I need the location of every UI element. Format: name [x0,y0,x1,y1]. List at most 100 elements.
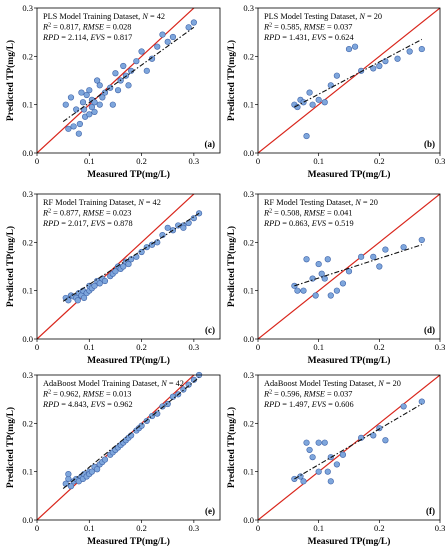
y-tick-label: 0.2 [243,418,254,428]
data-point [306,89,313,96]
x-tick-label: 0 [35,342,39,352]
plot-frame [36,374,221,521]
data-point [138,48,145,55]
data-point [376,62,383,70]
data-point [80,294,88,302]
annotation-line: PLS Model Training Dataset, N = 42 [43,12,165,21]
data-point [164,400,171,408]
data-point [333,287,340,294]
x-tick-label: 0 [35,523,39,533]
panel-label: (a) [205,139,216,149]
plot-frame [257,374,441,521]
x-tick-label: 0 [256,156,260,166]
data-point [112,268,119,275]
annotation-line: RPD = 0.863, EVS = 0.519 [263,219,354,228]
y-axis-label: Predicted TP(mg/L) [5,40,16,121]
chart-panel: 0 0.1 0.2 0.3 0.0 0.1 0.2 0.3 Measured TP(mg/L) P… [5,189,221,366]
x-tick-label: 0.1 [84,156,95,166]
y-tick-label: 0.2 [22,51,33,61]
data-point [309,275,316,282]
data-point [180,224,187,231]
y-tick-label: 0.0 [243,515,254,525]
data-point [169,33,177,41]
data-point [333,72,340,79]
annotation-line: AdaBoost Model Training Dataset, N = 42 [43,379,184,388]
plot-frame [257,7,441,154]
annotation-line: R2 = 0.877, RMSE = 0.023 [42,209,131,218]
data-point [86,87,93,94]
data-point [78,89,85,96]
x-tick-label: 0.3 [435,342,445,352]
data-point [315,468,322,475]
y-tick-label: 0.0 [243,148,254,158]
identity-line [37,8,195,153]
x-tick-label: 0.3 [435,156,445,166]
x-tick-label: 0.1 [313,523,324,533]
data-point [315,260,322,268]
data-point [376,263,383,270]
data-point [86,111,93,118]
x-tick-label: 0.2 [136,342,147,352]
data-point [321,439,328,446]
data-point [67,94,75,101]
identity-line [258,8,440,153]
y-tick-label: 0.1 [243,467,254,477]
y-tick-label: 0.1 [243,100,254,110]
data-point [101,456,109,463]
data-point [300,478,307,485]
data-point [125,260,132,268]
panel-label: (d) [424,325,435,335]
data-point [109,101,116,108]
x-axis-label: Measured TP(mg/L) [308,169,391,180]
data-point [418,45,425,53]
data-point [306,446,313,454]
data-point [180,386,187,393]
data-point [79,99,87,106]
x-axis-label: Measured TP(mg/L) [308,355,391,366]
data-point [300,287,307,294]
data-point [351,43,359,50]
data-point [148,55,156,62]
x-tick-label: 0.3 [189,523,200,533]
data-point [133,58,140,65]
data-point [370,432,377,439]
x-tick-label: 0.1 [84,342,95,352]
x-tick-label: 0.3 [189,342,200,352]
data-point [96,101,103,108]
data-point [303,132,310,140]
data-point [91,99,98,106]
annotation-line: R2 = 0.585, RMSE = 0.037 [263,23,352,32]
x-tick-label: 0.2 [374,523,385,533]
fit-line [62,26,195,123]
data-point [67,483,75,490]
x-tick-label: 0.3 [435,523,445,533]
y-axis-label: Predicted TP(mg/L) [5,226,16,307]
x-tick-label: 0.2 [374,342,385,352]
data-point [309,454,316,461]
annotation-line: PLS Model Testing Dataset, N = 20 [264,12,382,21]
data-point [370,253,377,260]
y-tick-label: 0.2 [22,237,33,247]
y-tick-label: 0.0 [22,148,33,158]
annotation-line: RPD = 1.431, EVS = 0.624 [263,33,354,42]
data-point [339,280,347,287]
panel-label: (e) [205,506,215,516]
x-axis-label: Measured TP(mg/L) [308,536,391,547]
data-point [76,120,83,128]
chart-panel: 0 0.1 0.2 0.3 0.0 0.1 0.2 0.3 Measured TP(mg/L) P… [5,3,221,180]
y-axis-label: Predicted TP(mg/L) [226,226,237,307]
fit-line [294,244,422,287]
data-point [99,94,106,101]
annotation-line: R2 = 0.508, RMSE = 0.041 [263,209,352,218]
data-point [315,96,322,103]
plot-frame [36,193,221,340]
y-tick-label: 0.3 [22,3,33,13]
identity-line [258,194,440,339]
data-point [294,287,301,294]
data-point [339,451,347,458]
data-point [154,43,161,50]
annotation-line: RPD = 1.497, EVS = 0.606 [263,400,354,409]
data-point [120,263,127,270]
data-point [418,236,425,244]
